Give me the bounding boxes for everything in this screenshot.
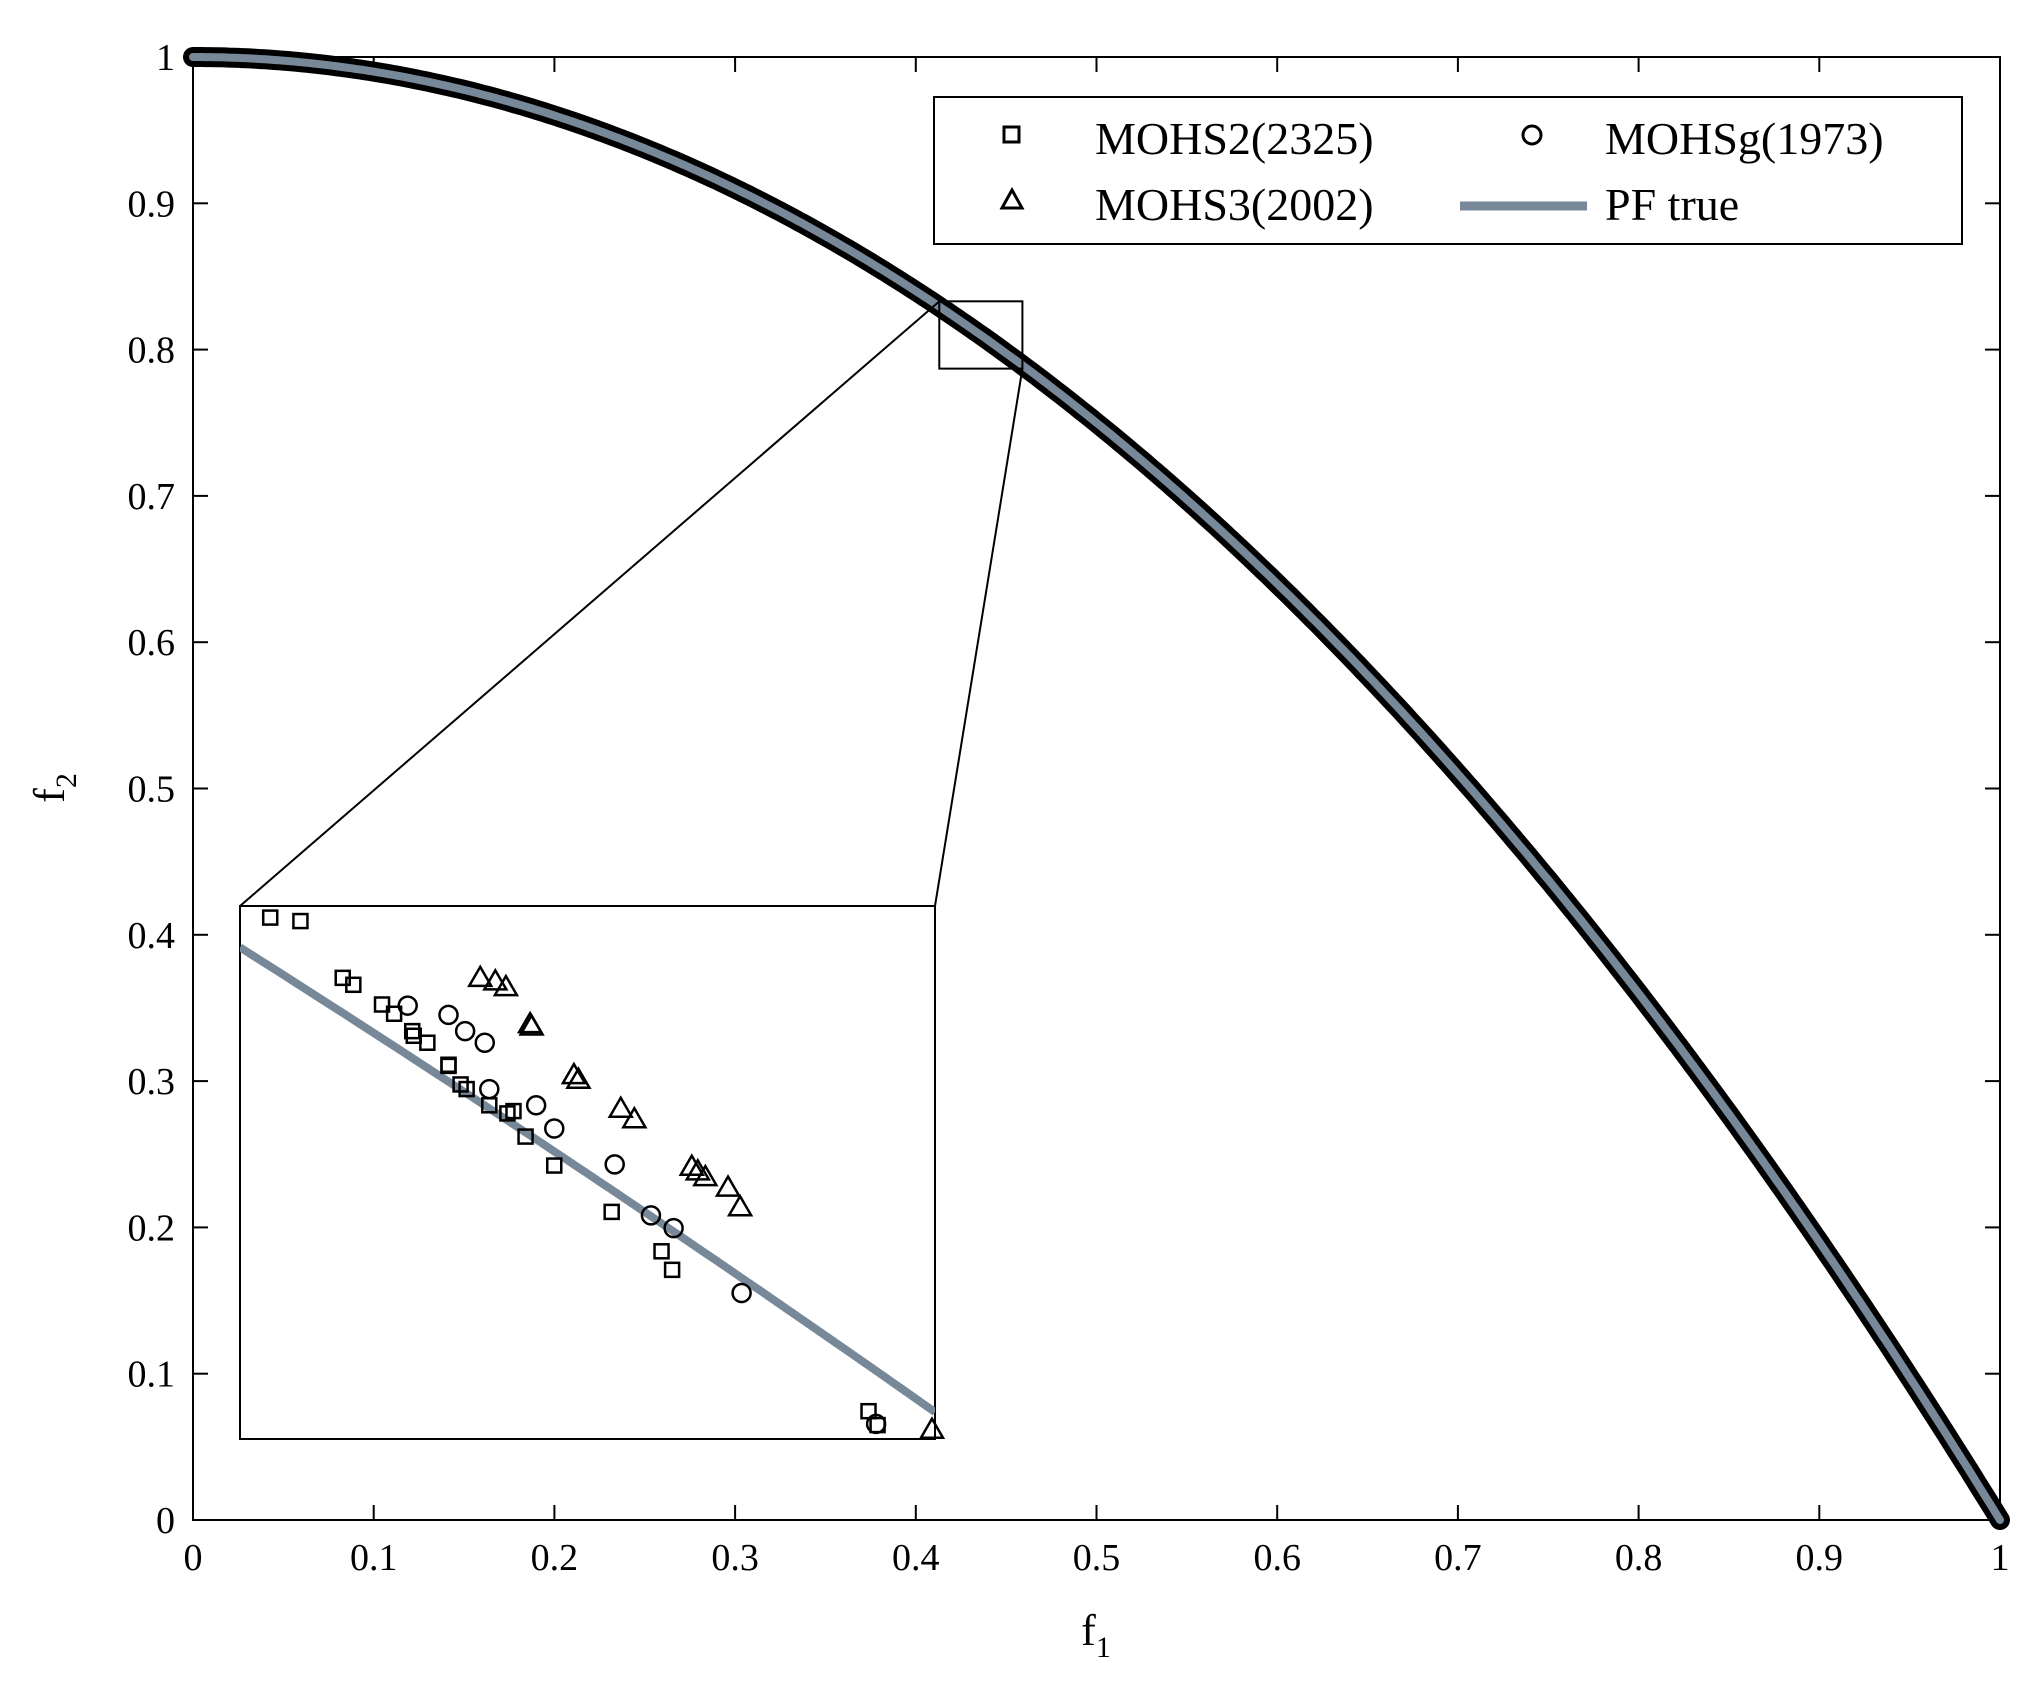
mohs2-point: [499, 1105, 516, 1122]
mohs3-point: [678, 1153, 705, 1176]
mohs3-point: [714, 1174, 742, 1197]
legend-box: [933, 96, 1963, 245]
pareto-front-layer: [183, 47, 2010, 1530]
mohs3-point: [467, 964, 494, 988]
x-tick-label: 0.9: [1796, 1537, 1844, 1579]
mohs2-point: [546, 1157, 563, 1174]
mohs2-point: [385, 1005, 403, 1023]
y-tick-label: 0.5: [128, 769, 176, 811]
inset-pf-true-line: [240, 944, 935, 1416]
x-tick-label: 0.2: [531, 1537, 579, 1579]
y-tick-label: 0.7: [128, 476, 176, 518]
mohsg-point: [731, 1282, 752, 1304]
y-tick-label: 0: [156, 1500, 175, 1542]
mohs3-point: [560, 1061, 588, 1085]
mohsg-point: [604, 1154, 625, 1175]
y-axis-label: f2: [25, 773, 83, 803]
mohsg-point: [438, 1004, 459, 1026]
mohs3-point: [621, 1105, 648, 1129]
x-tick-label: 0: [184, 1537, 203, 1579]
mohsg-point: [479, 1078, 500, 1100]
mohs2-point: [419, 1034, 436, 1051]
mohs2-point: [517, 1128, 534, 1145]
legend-marker-mohsg: [1521, 124, 1543, 146]
zoom-rectangle: [938, 300, 1024, 370]
mohs3-point: [565, 1066, 592, 1090]
mohs3-point: [482, 967, 509, 991]
mohs2-point: [373, 996, 391, 1013]
zoom-connector-left: [239, 300, 940, 907]
mohs3-point: [607, 1095, 634, 1119]
zoom-indicator: [239, 300, 1024, 907]
x-tick-label: 0.6: [1253, 1537, 1301, 1579]
mohsg-point: [865, 1413, 887, 1435]
x-tick-label: 1: [1991, 1537, 2010, 1579]
x-tick-label: 0.5: [1073, 1537, 1121, 1579]
y-tick-label: 1: [156, 37, 175, 79]
mohs2-point: [345, 976, 362, 994]
x-axis-label: f1: [1081, 1606, 1111, 1664]
zoom-connector-right: [934, 368, 1024, 907]
y-tick-label: 0.9: [128, 183, 176, 225]
y-tick-label: 0.3: [128, 1061, 176, 1103]
pf-true-line: [189, 53, 2004, 1524]
y-tick-label: 0.2: [128, 1207, 176, 1249]
y-tick-label: 0.8: [128, 330, 176, 372]
mohsg-point: [454, 1020, 476, 1042]
zoom-inset: [239, 905, 946, 1440]
mohs3-point: [918, 1416, 946, 1439]
y-tick-label: 0.6: [128, 622, 176, 664]
mohs2-point: [292, 912, 309, 930]
y-tick-label: 0.4: [128, 915, 176, 957]
mohs3-point: [518, 1013, 545, 1036]
mohsg-point: [663, 1217, 684, 1239]
mohsg-point: [544, 1118, 565, 1139]
legend-label-mohsg: MOHSg(1973): [1605, 113, 1884, 164]
x-tick-label: 0.3: [711, 1537, 759, 1579]
mohs3-point: [726, 1193, 754, 1217]
mohs2-point: [261, 909, 279, 926]
mohs2-point: [440, 1057, 457, 1075]
y-axis-ticks: 0 0.1 0.2 0.3 0.4 0.5 0.6 0.7 0.8 0.9 1: [128, 37, 2000, 1542]
legend-label-mohs3: MOHS3(2002): [1095, 179, 1374, 230]
legend-marker-mohs3: [999, 186, 1025, 210]
mohs3-point: [492, 973, 520, 997]
mohs2-point: [663, 1261, 681, 1279]
mohsg-point: [640, 1205, 662, 1226]
mohs3-point: [692, 1163, 719, 1187]
legend: MOHS2(2325) MOHSg(1973) MOHS3(2002) PF t…: [933, 96, 1963, 245]
x-tick-label: 0.8: [1615, 1537, 1663, 1579]
mohsg-point: [525, 1095, 547, 1116]
mohsg-point: [397, 995, 418, 1016]
x-tick-label: 0.4: [892, 1537, 940, 1579]
mohs2-point: [403, 1022, 421, 1040]
x-axis-ticks: 0 0.1 0.2 0.3 0.4 0.5 0.6 0.7 0.8 0.9 1: [184, 57, 2010, 1579]
legend-label-pf-true: PF true: [1605, 179, 1739, 230]
mohs2-point: [603, 1203, 620, 1221]
y-tick-label: 0.1: [128, 1354, 176, 1396]
x-tick-label: 0.7: [1434, 1537, 1482, 1579]
mohsg-point: [474, 1032, 496, 1053]
mohs2-point: [653, 1243, 670, 1260]
legend-label-mohs2: MOHS2(2325): [1095, 113, 1374, 164]
legend-marker-mohs2: [1002, 125, 1021, 144]
x-tick-label: 0.1: [350, 1537, 398, 1579]
mohs2-point: [458, 1080, 475, 1098]
